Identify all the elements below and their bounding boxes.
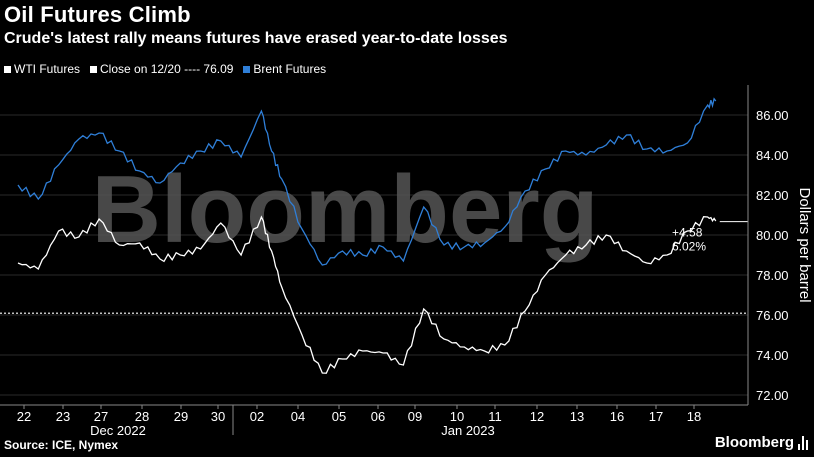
- month-label: Jan 2023: [441, 423, 495, 438]
- x-tick-label: 18: [687, 409, 701, 424]
- chart-subtitle: Crude's latest rally means futures have …: [4, 30, 508, 47]
- y-tick-label: 72.00: [756, 388, 789, 403]
- month-label: Dec 2022: [90, 423, 146, 438]
- annotation-percent: 6.02%: [672, 240, 706, 254]
- y-axis-label: Dollars per barrel: [796, 187, 813, 302]
- y-tick-label: 74.00: [756, 348, 789, 363]
- x-tick-label: 30: [211, 409, 225, 424]
- axes-layer: 72.00 74.00 76.00 78.00 80.00 82.00 84.00 86.00…: [0, 85, 813, 438]
- legend-item-close: Close on 12/20 ---- 76.09: [90, 62, 233, 76]
- series-line-wti: [17, 215, 717, 374]
- x-tick-label: 23: [56, 409, 70, 424]
- x-tick-label: 02: [250, 409, 264, 424]
- x-tick-label: 17: [649, 409, 663, 424]
- x-tick-label: 11: [488, 409, 502, 424]
- legend-item-wti: WTI Futures: [4, 62, 80, 76]
- bar-chart-icon: [798, 435, 808, 450]
- x-tick-label: 12: [530, 409, 544, 424]
- brent-swatch-icon: [243, 65, 251, 73]
- x-tick-label: 27: [94, 409, 108, 424]
- y-tick-label: 76.00: [756, 308, 789, 323]
- x-tick-label: 16: [610, 409, 624, 424]
- x-tick-label: 04: [291, 409, 305, 424]
- legend-label-wti: WTI Futures: [14, 62, 81, 76]
- bloomberg-watermark: Bloomberg: [92, 156, 599, 263]
- legend: WTI Futures Close on 12/20 ---- 76.09 Br…: [4, 62, 326, 76]
- y-tick-label: 78.00: [756, 268, 789, 283]
- x-tick-label: 09: [408, 409, 422, 424]
- annotation-change: +4.58: [672, 226, 703, 240]
- x-tick-label: 29: [174, 409, 188, 424]
- y-tick-label: 82.00: [756, 188, 789, 203]
- y-tick-label: 86.00: [756, 108, 789, 123]
- series-layer: [0, 97, 748, 374]
- chart-title: Oil Futures Climb: [4, 2, 191, 27]
- brand-logo: Bloomberg: [715, 434, 808, 451]
- x-tick-label: 10: [450, 409, 464, 424]
- legend-label-brent: Brent Futures: [253, 62, 327, 76]
- x-tick-label: 28: [135, 409, 149, 424]
- series-line-brent: [17, 97, 717, 266]
- y-tick-label: 80.00: [756, 228, 789, 243]
- close-swatch-icon: [90, 65, 98, 73]
- grid-lines: [0, 114, 748, 396]
- source-note: Source: ICE, Nymex: [4, 438, 119, 452]
- legend-item-brent: Brent Futures: [243, 62, 326, 76]
- legend-label-close: Close on 12/20 ---- 76.09: [100, 62, 234, 76]
- x-tick-label: 13: [570, 409, 584, 424]
- wti-swatch-icon: [4, 65, 11, 73]
- x-tick-label: 06: [371, 409, 385, 424]
- x-tick-label: 05: [332, 409, 346, 424]
- y-tick-label: 84.00: [756, 148, 789, 163]
- x-tick-label: 22: [17, 409, 31, 424]
- brand-name: Bloomberg: [714, 434, 794, 451]
